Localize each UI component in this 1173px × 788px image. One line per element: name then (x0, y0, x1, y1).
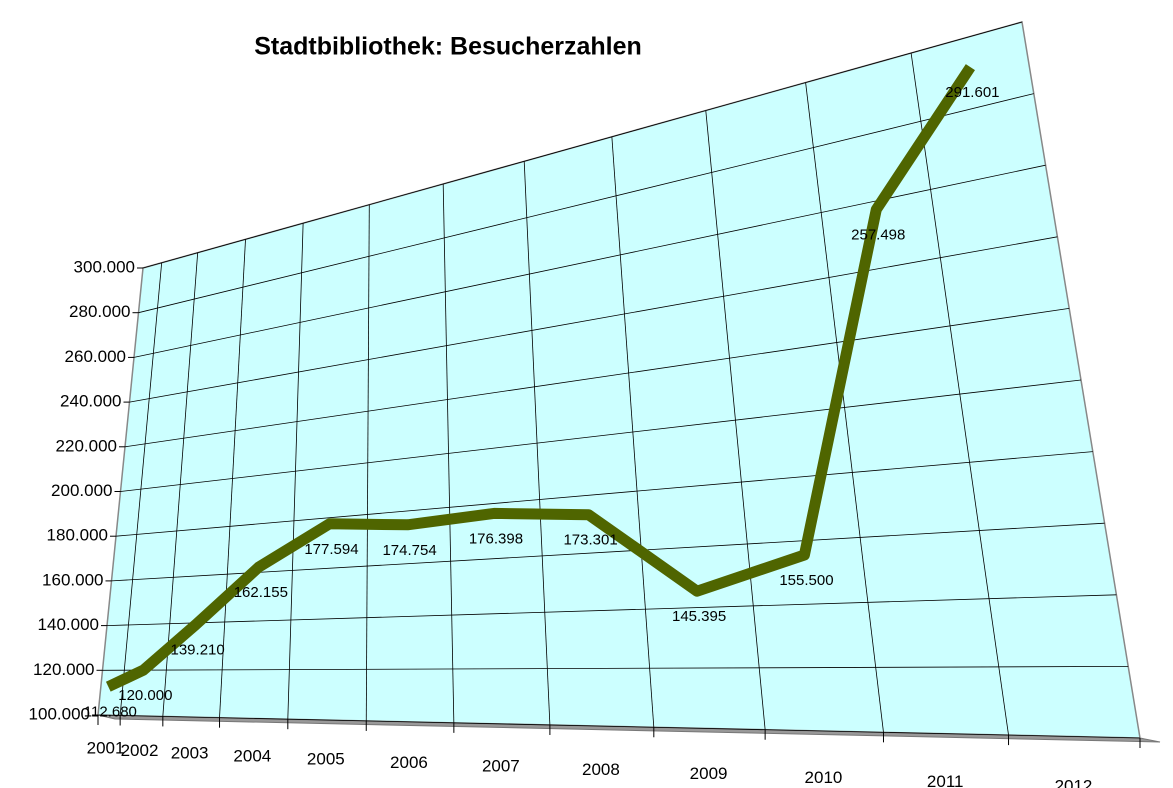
x-tick-label: 2004 (233, 746, 271, 765)
grid-line (611, 136, 655, 728)
grid-line (705, 110, 766, 730)
y-tick-label: 160.000 (42, 570, 103, 589)
value-label: 176.398 (469, 530, 523, 547)
value-label: 162.155 (234, 584, 288, 601)
grid-line (219, 239, 246, 718)
y-tick-label: 100.000 (29, 704, 90, 723)
y-tick-label: 220.000 (56, 436, 117, 455)
grid-line (111, 522, 1105, 582)
x-tick-label: 2005 (307, 750, 345, 769)
grid-line (119, 262, 163, 716)
y-tick-label: 280.000 (69, 302, 130, 321)
y-tick-label: 120.000 (33, 660, 94, 679)
grid-line (910, 52, 1009, 736)
value-label: 291.601 (945, 84, 999, 101)
value-label: 155.500 (779, 572, 833, 589)
x-tick-label: 2001 (87, 739, 125, 758)
value-label: 112.680 (84, 704, 137, 721)
value-label: 139.210 (171, 642, 225, 659)
grid-line (133, 164, 1046, 358)
x-tick-label: 2010 (805, 768, 843, 787)
x-tick-label: 2003 (171, 744, 209, 763)
value-label: 177.594 (304, 541, 358, 558)
chart-title: Stadtbibliothek: Besucherzahlen (254, 33, 642, 61)
grid-line (115, 451, 1093, 537)
x-tick-label: 2008 (582, 760, 620, 779)
y-tick-label: 140.000 (38, 615, 99, 634)
y-tick-label: 300.000 (74, 257, 135, 276)
grid-line (106, 594, 1117, 626)
grid-line (129, 236, 1058, 403)
y-tick-label: 240.000 (60, 392, 121, 411)
y-tick-label: 180.000 (47, 526, 108, 545)
y-tick-label: 200.000 (51, 481, 112, 500)
grid-line (287, 223, 304, 720)
value-label: 174.754 (382, 542, 436, 559)
x-tick-label: 2007 (482, 756, 520, 775)
grid-line (365, 204, 370, 721)
grid-line (120, 379, 1082, 492)
grid-line (97, 714, 1141, 739)
x-tick-label: 2006 (390, 753, 428, 772)
grid-line (162, 252, 199, 717)
grid-line (142, 21, 1023, 269)
value-label: 120.000 (118, 687, 172, 704)
grid-line (805, 82, 884, 733)
grid-line (102, 666, 1129, 671)
value-label: 257.498 (851, 226, 905, 243)
y-tick-label: 260.000 (65, 347, 126, 366)
x-tick-label: 2002 (121, 741, 159, 760)
grid-line (138, 93, 1034, 314)
grid-line (442, 183, 455, 723)
x-tick-label: 2012 (1055, 777, 1093, 788)
value-label: 145.395 (672, 608, 726, 625)
x-tick-label: 2011 (927, 772, 964, 788)
grid-line (523, 161, 551, 725)
grid-line (124, 308, 1070, 448)
x-tick-label: 2009 (690, 764, 728, 783)
value-label: 173.301 (563, 532, 617, 549)
data-line (105, 64, 975, 692)
